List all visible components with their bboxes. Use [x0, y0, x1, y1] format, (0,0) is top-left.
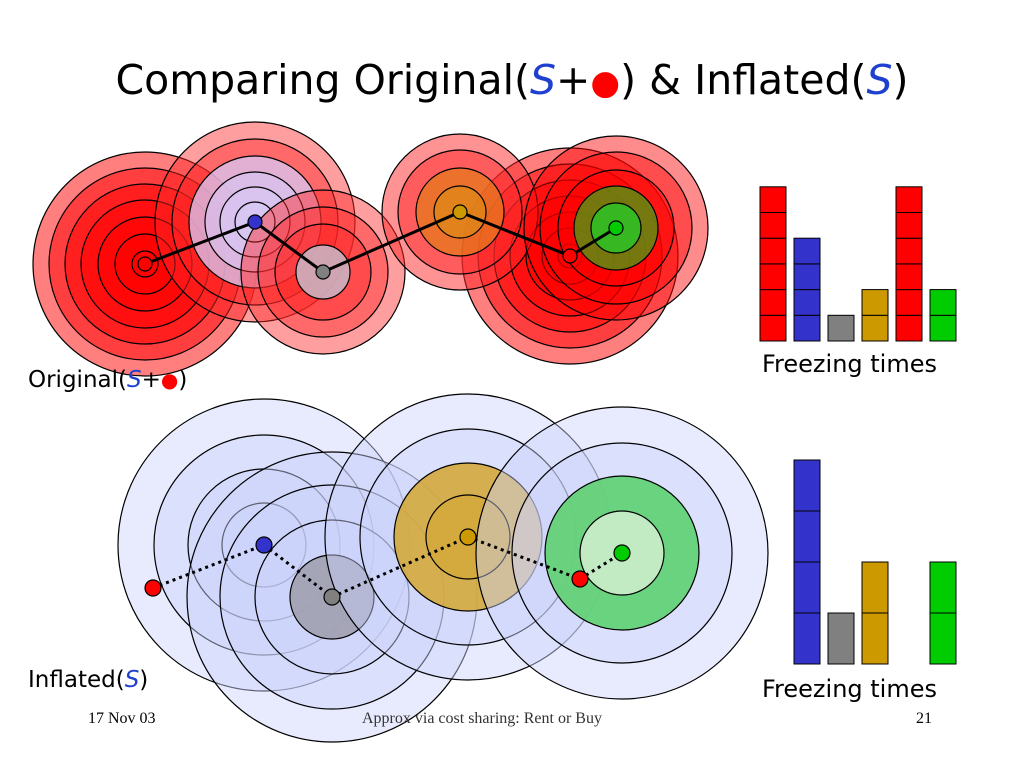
freezing-times-chart-top — [759, 186, 957, 342]
original-red-dot-a — [137, 256, 153, 272]
freezing-times-label-top: Freezing times — [762, 350, 937, 378]
inflated-gold-dot — [459, 528, 477, 546]
edge-red-green — [569, 226, 617, 258]
title-text-3: ) — [892, 56, 909, 104]
original-label-text: Original( — [28, 367, 127, 393]
original-red-dot-b — [562, 248, 578, 264]
original-label-plus: + — [141, 367, 161, 393]
bar-top-4-unit-2 — [895, 263, 923, 291]
footer-page-number: 21 — [916, 710, 932, 727]
bar-top-4-unit-0 — [895, 314, 923, 342]
original-blue-dot — [247, 214, 263, 230]
slide-title: Comparing Original(S+●) & Inflated(S) — [0, 56, 1024, 104]
bar-top-0-unit-0 — [759, 314, 787, 342]
bar-bottom-5-unit-0 — [929, 612, 957, 665]
bar-top-0-unit-1 — [759, 289, 787, 316]
bar-top-4-unit-3 — [895, 237, 923, 265]
bar-top-0-unit-4 — [759, 212, 787, 239]
original-diagram — [32, 121, 709, 377]
inflated-blue-dot — [255, 536, 273, 554]
bar-top-0-unit-2 — [759, 263, 787, 291]
bar-top-1-unit-3 — [793, 237, 821, 265]
footer-date: 17 Nov 03 — [88, 710, 156, 727]
edge-blue-gray — [254, 220, 324, 274]
title-plus: + — [556, 56, 591, 104]
original-label: Original(S+●) — [28, 367, 187, 393]
original-green-dot — [608, 220, 624, 236]
freezing-times-label-bottom: Freezing times — [762, 675, 937, 703]
title-text-1: Comparing Original( — [115, 56, 531, 104]
footer-title: Approx via cost sharing: Rent or Buy — [362, 710, 602, 727]
edge-red-blue — [144, 220, 256, 266]
inflated-gray-dot — [323, 588, 341, 606]
original-node-dots — [137, 204, 624, 280]
bar-top-2-unit-0 — [827, 314, 855, 342]
bar-bottom-2-unit-0 — [827, 612, 855, 665]
inflated-node-dots — [144, 528, 631, 606]
title-text-2: ) & Inflated( — [620, 56, 867, 104]
title-s-2: S — [866, 56, 893, 104]
bar-bottom-5-unit-1 — [929, 561, 957, 614]
inflated-label-s: S — [124, 667, 140, 693]
bar-bottom-1-unit-2 — [793, 510, 821, 563]
bar-top-1-unit-0 — [793, 314, 821, 342]
title-s-1: S — [530, 56, 557, 104]
original-label-close: ) — [178, 367, 188, 393]
title-red-dot-icon: ● — [590, 63, 621, 103]
bar-top-3-unit-1 — [861, 289, 889, 316]
bar-top-1-unit-2 — [793, 263, 821, 291]
bar-top-4-unit-5 — [895, 186, 923, 214]
freezing-times-chart-bottom — [793, 459, 957, 665]
original-label-s: S — [126, 367, 142, 393]
original-tree-edges — [144, 210, 617, 274]
bar-bottom-3-unit-1 — [861, 561, 889, 614]
inflated-diagram — [117, 393, 769, 743]
bar-top-1-unit-1 — [793, 289, 821, 316]
inflated-red-dot-b — [571, 570, 589, 588]
original-gold-dot — [452, 204, 468, 220]
bar-top-0-unit-5 — [759, 186, 787, 214]
bar-bottom-3-unit-0 — [861, 612, 889, 665]
dotted-edge-blue-gray — [263, 543, 333, 599]
bar-top-3-unit-0 — [861, 314, 889, 342]
edge-gold-red — [459, 210, 571, 258]
bar-bottom-1-unit-1 — [793, 561, 821, 614]
dotted-edge-red-blue — [152, 543, 265, 590]
bar-top-5-unit-0 — [929, 314, 957, 342]
bar-bottom-1-unit-0 — [793, 612, 821, 665]
original-label-red-dot-icon: ● — [160, 368, 179, 392]
bar-top-5-unit-1 — [929, 289, 957, 316]
original-gray-dot — [315, 264, 331, 280]
dotted-edge-gold-red — [467, 535, 581, 581]
inflated-green-dot — [613, 544, 631, 562]
bar-top-4-unit-4 — [895, 212, 923, 239]
inflated-label-close: ) — [139, 667, 149, 693]
inflated-red-dot-a — [144, 579, 162, 597]
bar-bottom-1-unit-3 — [793, 459, 821, 512]
bar-top-4-unit-1 — [895, 289, 923, 316]
inflated-label: Inflated(S) — [28, 667, 148, 693]
bar-top-0-unit-3 — [759, 237, 787, 265]
edge-gray-gold — [322, 210, 461, 274]
inflated-label-text: Inflated( — [28, 667, 125, 693]
